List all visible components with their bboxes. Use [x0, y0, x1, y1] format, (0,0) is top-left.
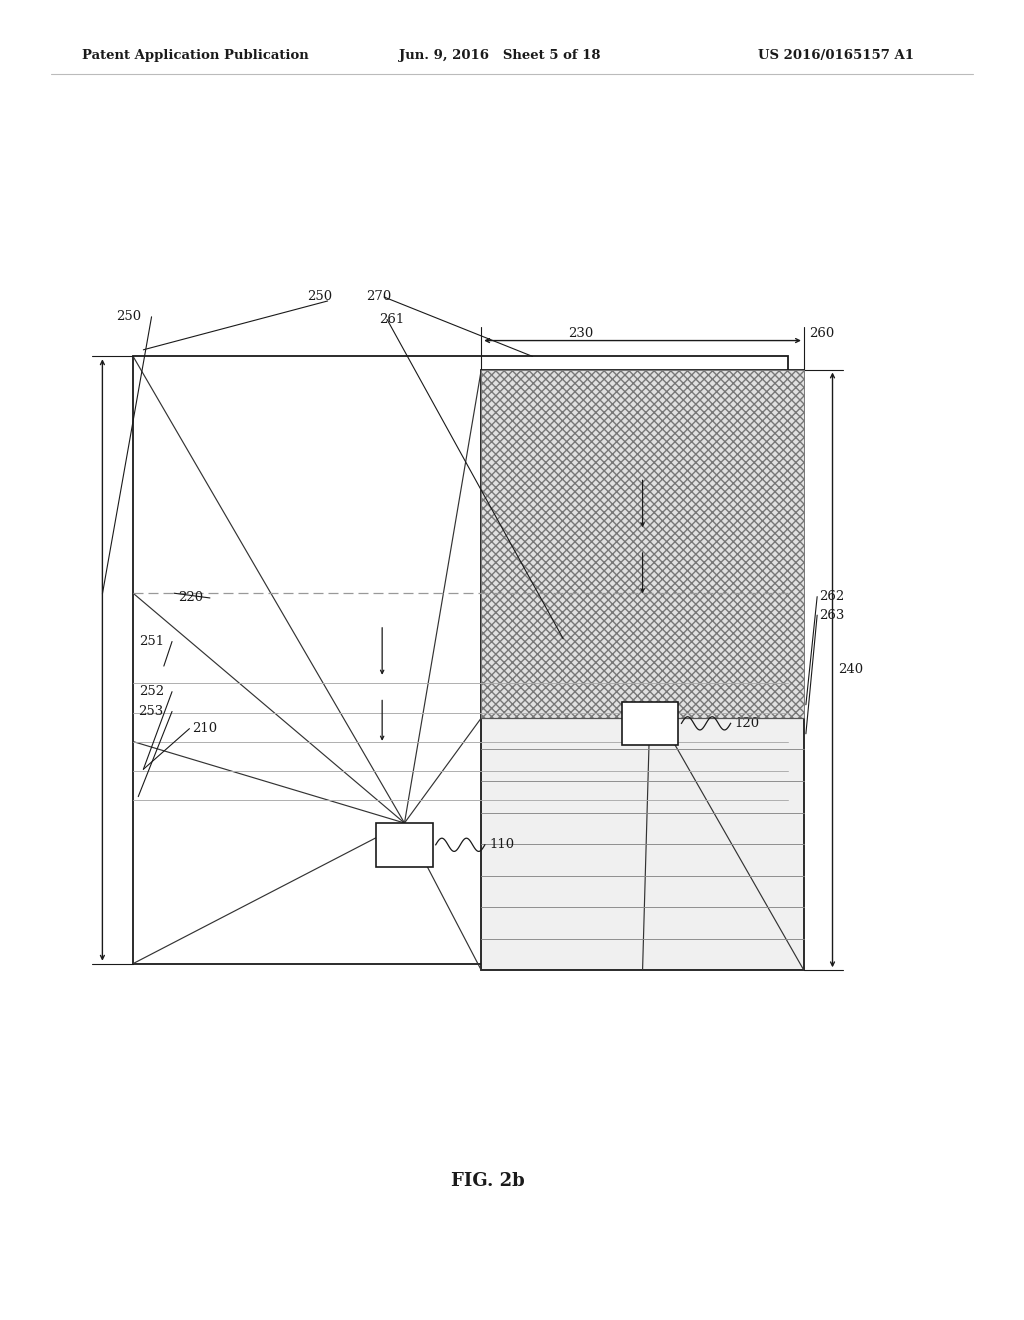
- Bar: [377, 824, 432, 867]
- Text: 110: 110: [489, 838, 514, 851]
- Text: 261: 261: [379, 313, 404, 326]
- Bar: [623, 702, 679, 744]
- Text: 253: 253: [138, 705, 164, 718]
- Text: 251: 251: [138, 635, 164, 648]
- Text: 230: 230: [568, 327, 594, 341]
- Bar: [481, 370, 804, 970]
- Text: 210: 210: [193, 722, 218, 735]
- Text: FIG. 2b: FIG. 2b: [451, 1172, 524, 1191]
- Text: 250: 250: [307, 290, 332, 304]
- Text: US 2016/0165157 A1: US 2016/0165157 A1: [758, 49, 913, 62]
- Bar: [133, 356, 788, 964]
- Text: 250: 250: [116, 310, 141, 323]
- Text: 252: 252: [138, 685, 164, 698]
- Text: 260: 260: [809, 327, 835, 341]
- Text: 220: 220: [177, 591, 203, 605]
- Text: 270: 270: [367, 290, 392, 304]
- Text: Jun. 9, 2016   Sheet 5 of 18: Jun. 9, 2016 Sheet 5 of 18: [399, 49, 601, 62]
- Text: 263: 263: [819, 609, 845, 622]
- Text: 262: 262: [819, 590, 845, 603]
- Bar: [481, 370, 804, 718]
- Text: 120: 120: [735, 717, 760, 730]
- Text: Patent Application Publication: Patent Application Publication: [82, 49, 308, 62]
- Text: 240: 240: [838, 664, 863, 676]
